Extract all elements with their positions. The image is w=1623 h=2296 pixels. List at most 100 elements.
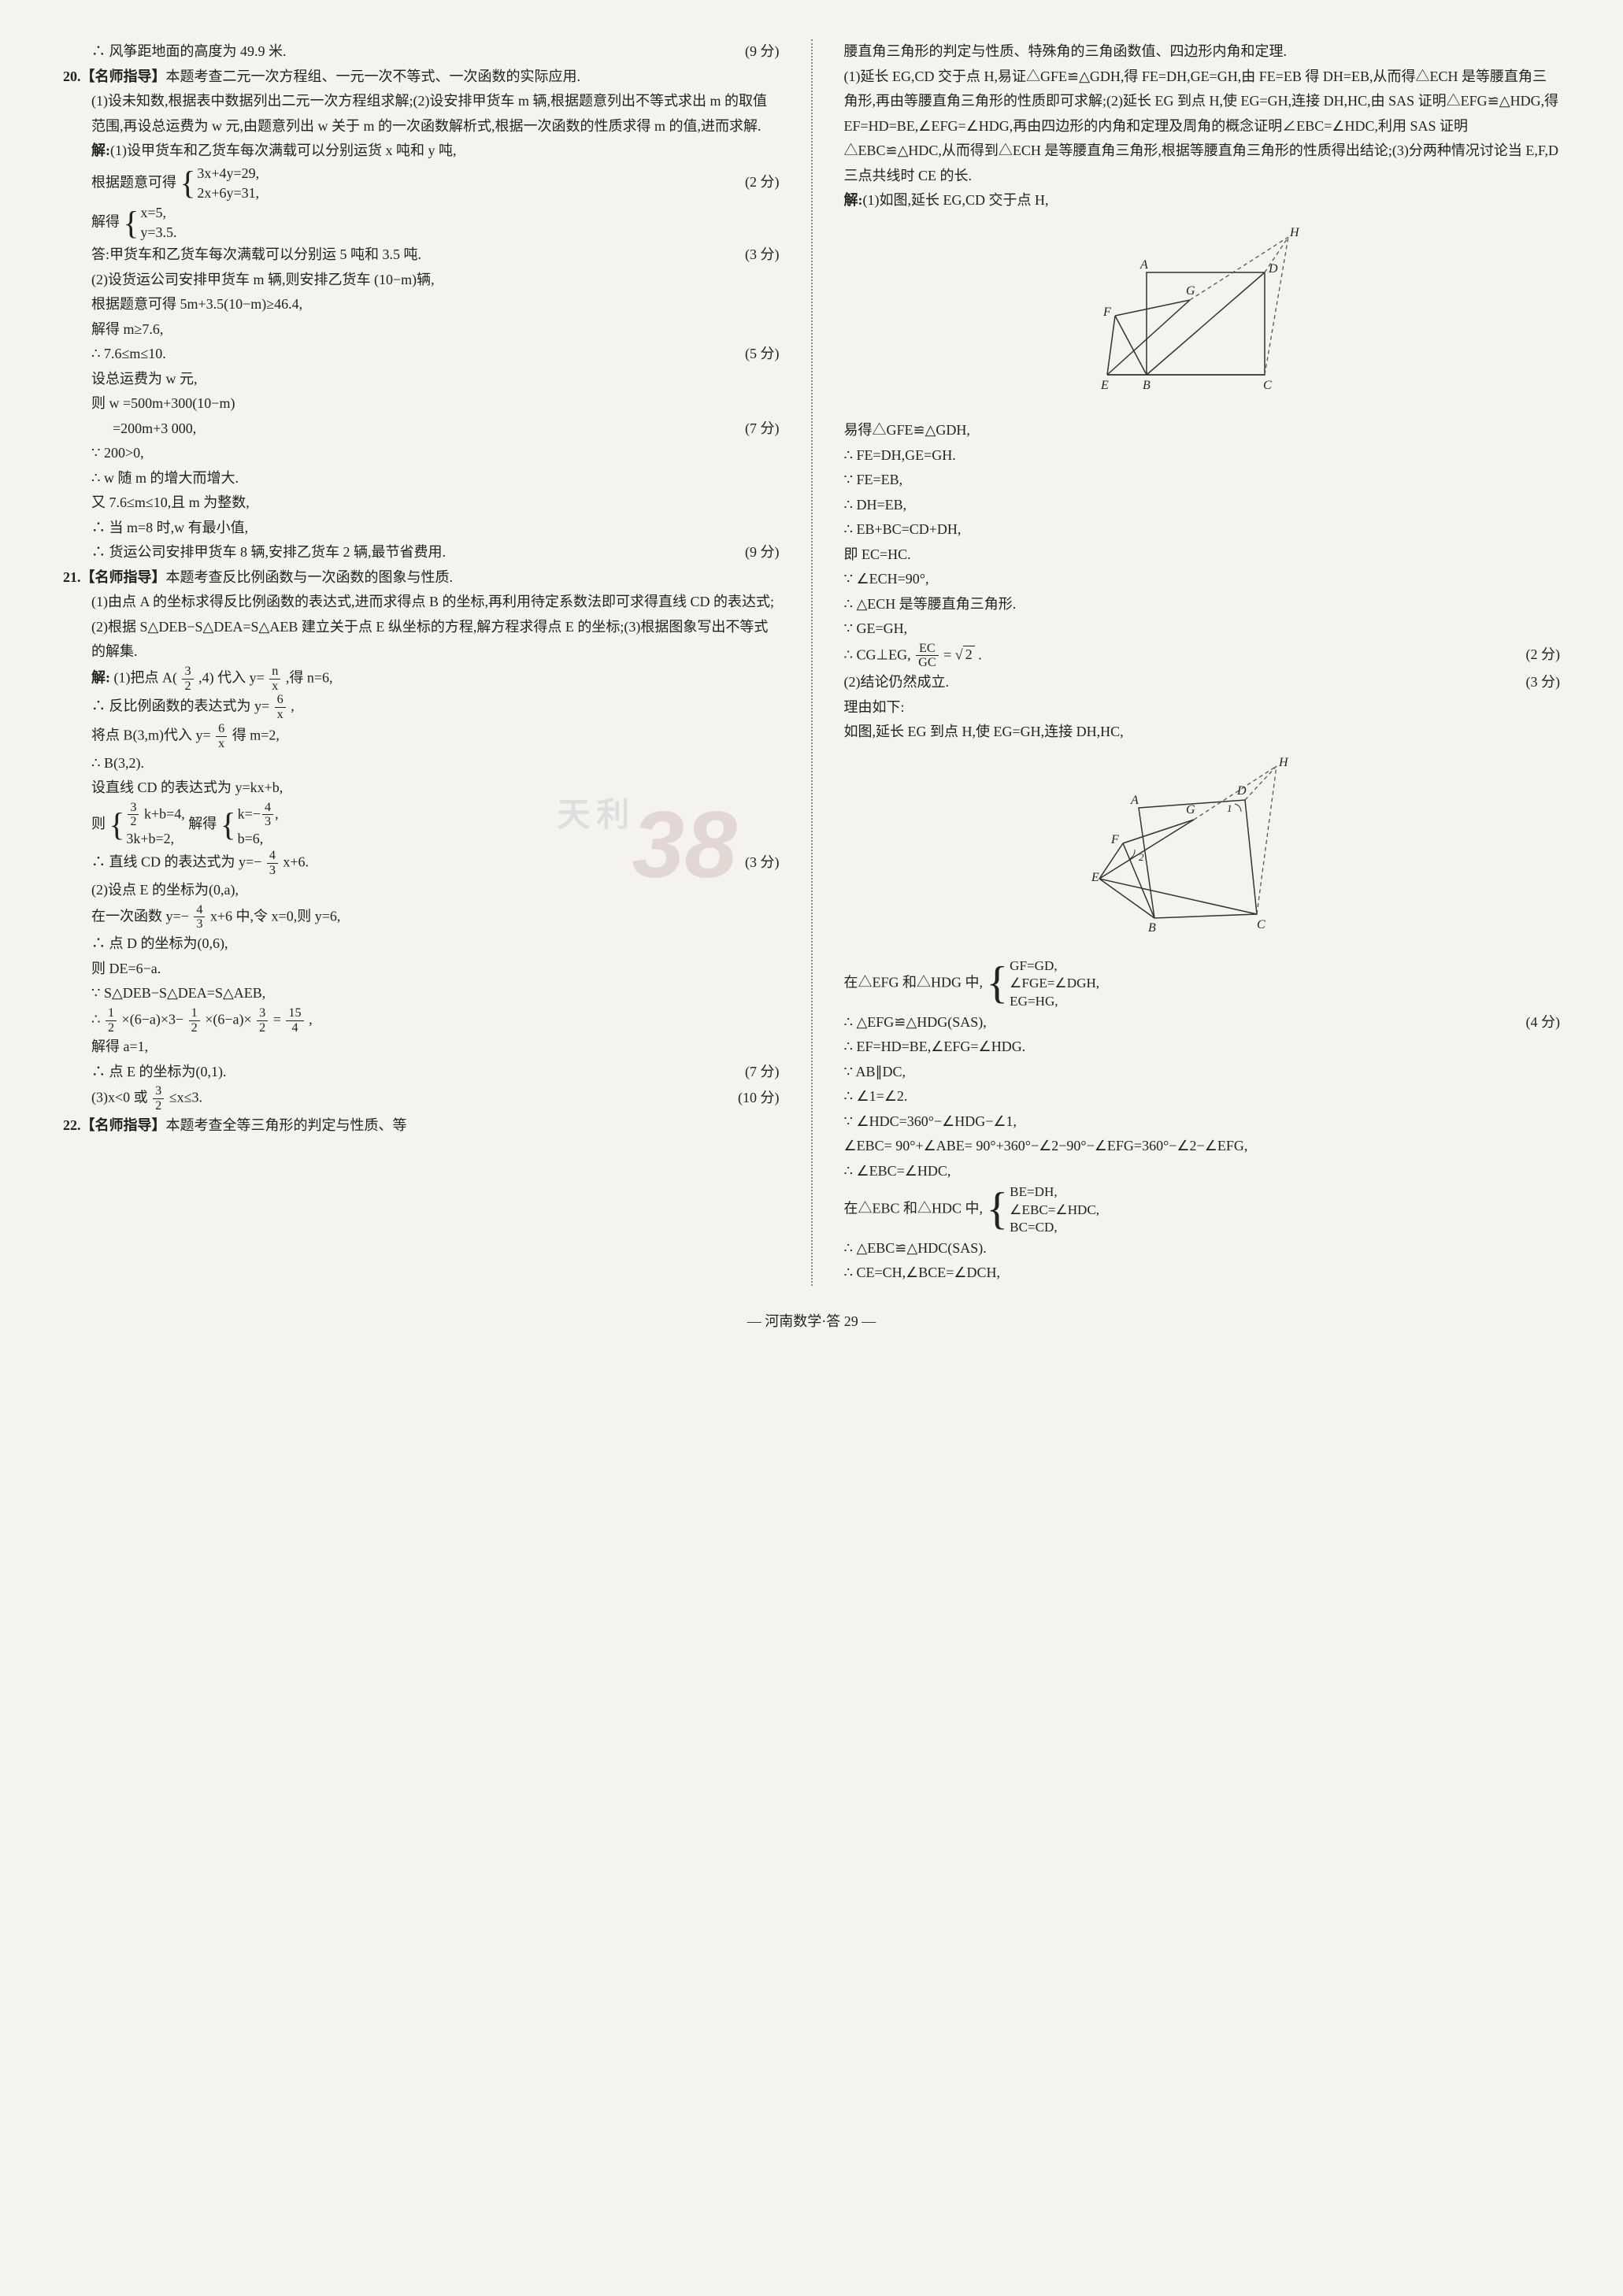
text: ∴ 点 D 的坐标为(0,6),	[63, 931, 780, 957]
text: 设总运费为 w 元,	[63, 367, 780, 392]
guide-tag: 【名师指导】	[81, 569, 166, 585]
text: ∵ 200>0,	[63, 441, 780, 466]
text: (2)结论仍然成立.	[844, 670, 1518, 695]
text: ∵ S△DEB−S△DEA=S△AEB,	[63, 981, 780, 1006]
text: ,4) 代入 y=	[198, 669, 265, 685]
text: ∴ EF=HD=BE,∠EFG=∠HDG.	[844, 1035, 1561, 1060]
svg-text:D: D	[1268, 262, 1278, 276]
text: 又 7.6≤m≤10,且 m 为整数,	[63, 491, 780, 516]
text: (1)设甲货车和乙货车每次满载可以分别运货 x 吨和 y 吨,	[110, 143, 457, 158]
text: (1)如图,延长 EG,CD 交于点 H,	[863, 192, 1049, 208]
fraction: 6x	[216, 722, 227, 751]
text: (1)把点 A(	[114, 669, 177, 685]
svg-text:H: H	[1278, 757, 1289, 769]
score: (9 分)	[745, 39, 780, 65]
page-footer: — 河南数学·答 29 —	[63, 1309, 1560, 1335]
text: (2)设货运公司安排甲货车 m 辆,则安排乙货车 (10−m)辆,	[63, 268, 780, 293]
text: 解得 a=1,	[63, 1035, 780, 1060]
guide-tag: 【名师指导】	[81, 1117, 166, 1133]
eq: 2x+6y=31,	[197, 183, 259, 203]
eq: ∠EBC=∠HDC,	[1010, 1202, 1099, 1219]
text: 即 EC=HC.	[844, 543, 1561, 568]
equation-system: { x=5, y=3.5.	[124, 203, 177, 243]
text: x+6 中,令 x=0,则 y=6,	[210, 908, 340, 924]
svg-text:A: A	[1130, 794, 1139, 807]
text: ∴ 反比例函数的表达式为 y=	[91, 698, 269, 714]
score: (7 分)	[745, 1060, 780, 1085]
text: ∴ 点 E 的坐标为(0,1).	[91, 1060, 737, 1085]
left-column: ∴ 风筝距地面的高度为 49.9 米.(9 分) 20.【名师指导】本题考查二元…	[63, 39, 780, 1286]
text: =	[273, 1011, 281, 1027]
text: (2)设点 E 的坐标为(0,a),	[63, 878, 780, 903]
text: ,	[291, 698, 295, 714]
svg-text:1: 1	[1227, 802, 1232, 814]
geometry-figure-1: A D B C E F G H	[844, 213, 1561, 419]
text: ∵ FE=EB,	[844, 468, 1561, 493]
sqrt: 2	[963, 646, 975, 662]
text: ∠EBC= 90°+∠ABE= 90°+360°−∠2−90°−∠EFG=360…	[844, 1134, 1561, 1159]
eq: 3k+b=2,	[126, 829, 184, 849]
text: 则	[91, 816, 106, 831]
text: ∴ 货运公司安排甲货车 8 辆,安排乙货车 2 辆,最节省费用.	[91, 540, 737, 565]
text: ∴ FE=DH,GE=GH.	[844, 443, 1561, 468]
svg-text:D: D	[1236, 784, 1247, 798]
text: 根据题意可得	[91, 174, 176, 190]
text: ∴ 直线 CD 的表达式为 y=−	[91, 854, 261, 870]
text: 得 m=2,	[232, 727, 280, 742]
text: ∴	[91, 1011, 104, 1027]
fraction: 43	[194, 903, 205, 932]
text: ≤x≤3.	[169, 1090, 202, 1105]
eq: x=5,	[140, 203, 176, 223]
text: .	[978, 646, 982, 662]
score: (10 分)	[738, 1086, 780, 1111]
geometry-figure-2: A D B C E F G H 1 2	[844, 745, 1561, 958]
text: 则 w =500m+300(10−m)	[63, 391, 780, 417]
eq: 3x+4y=29,	[197, 164, 259, 183]
svg-text:G: G	[1186, 803, 1195, 817]
text: 本题考查全等三角形的判定与性质、等	[166, 1117, 407, 1133]
svg-text:B: B	[1143, 379, 1151, 392]
text: ∴ ∠EBC=∠HDC,	[844, 1159, 1561, 1184]
text: 在一次函数 y=−	[91, 908, 189, 924]
text: 在△EFG 和△HDG 中,	[844, 975, 984, 991]
score: (3 分)	[745, 243, 780, 268]
text: (1)由点 A 的坐标求得反比例函数的表达式,进而求得点 B 的坐标,再利用待定…	[63, 590, 780, 665]
svg-text:C: C	[1257, 918, 1265, 931]
score: (7 分)	[745, 417, 780, 442]
text: ∴ ∠1=∠2.	[844, 1084, 1561, 1109]
eq: BE=DH,	[1010, 1183, 1099, 1201]
text: 将点 B(3,m)代入 y=	[91, 727, 211, 742]
svg-text:A: A	[1139, 258, 1148, 272]
eq: GF=GD,	[1010, 957, 1099, 975]
svg-text:H: H	[1289, 226, 1300, 239]
fraction: 43	[267, 849, 278, 878]
score: (4 分)	[1526, 1010, 1561, 1035]
text: ∴ △ECH 是等腰直角三角形.	[844, 592, 1561, 617]
svg-text:2: 2	[1139, 851, 1144, 863]
text: 解得	[91, 213, 120, 229]
guide-tag: 【名师指导】	[81, 69, 166, 84]
text: ,	[309, 1011, 313, 1027]
text: ∴ △EFG≌△HDG(SAS),	[844, 1010, 1518, 1035]
fraction: 32	[182, 665, 193, 694]
svg-text:E: E	[1100, 379, 1109, 392]
fraction: 32	[257, 1006, 268, 1035]
svg-text:F: F	[1110, 833, 1119, 846]
fraction: 12	[189, 1006, 200, 1035]
text: 根据题意可得 5m+3.5(10−m)≥46.4,	[63, 292, 780, 317]
text: 易得△GFE≌△GDH,	[844, 418, 1561, 443]
right-column: 腰直角三角形的判定与性质、特殊角的三角函数值、四边形内角和定理. (1)延长 E…	[844, 39, 1561, 1286]
text: 本题考查二元一次方程组、一元一次不等式、一次函数的实际应用.	[166, 69, 581, 84]
svg-text:C: C	[1263, 379, 1272, 392]
svg-text:B: B	[1148, 921, 1156, 935]
score: (3 分)	[1526, 670, 1561, 695]
svg-text:E: E	[1091, 871, 1099, 884]
score: (5 分)	[745, 342, 780, 367]
equation-system: { k=−43, b=6,	[220, 801, 279, 850]
text: (1)延长 EG,CD 交于点 H,易证△GFE≌△GDH,得 FE=DH,GE…	[844, 65, 1561, 189]
text: 解得 m≥7.6,	[63, 317, 780, 343]
eq: y=3.5.	[140, 223, 176, 243]
equation-system: { 32 k+b=4, 3k+b=2,	[109, 801, 185, 850]
text: ∴ CG⊥EG,	[844, 646, 915, 662]
equation-system: { GF=GD, ∠FGE=∠DGH, EG=HG,	[987, 957, 1100, 1010]
